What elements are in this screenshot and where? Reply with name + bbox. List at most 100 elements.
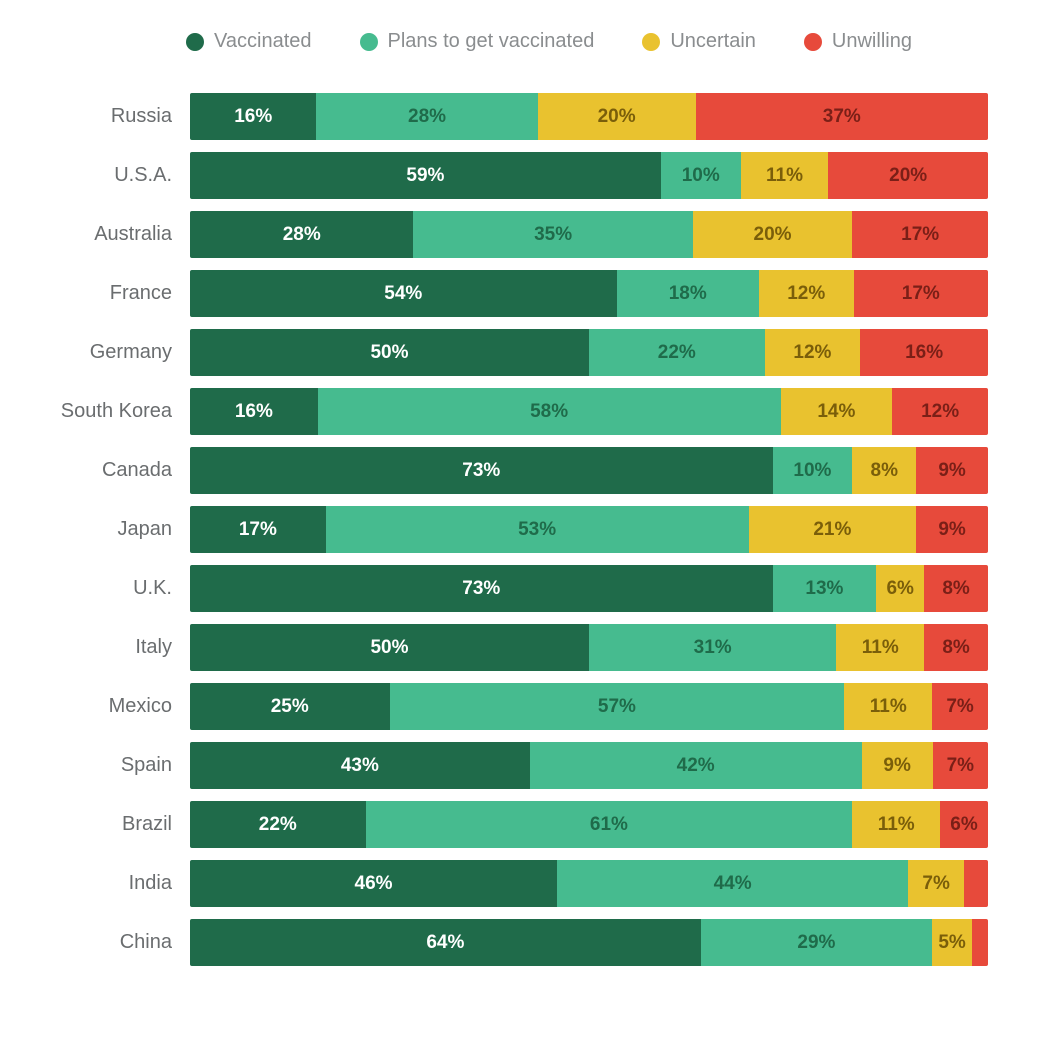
country-label: France — [0, 282, 190, 305]
bar-segment-plans: 57% — [390, 683, 845, 730]
stacked-bar: 73%13%6%8% — [190, 565, 988, 612]
bar-segment-uncertain: 20% — [693, 211, 853, 258]
legend-label: Uncertain — [670, 30, 756, 53]
table-row: Mexico25%57%11%7% — [0, 683, 988, 730]
bar-segment-vaccinated: 59% — [190, 152, 661, 199]
bar-segment-plans: 22% — [589, 329, 765, 376]
table-row: Italy50%31%11%8% — [0, 624, 988, 671]
table-row: U.K.73%13%6%8% — [0, 565, 988, 612]
country-label: Russia — [0, 105, 190, 128]
bar-segment-plans: 42% — [530, 742, 862, 789]
chart-rows: Russia16%28%20%37%U.S.A.59%10%11%20%Aust… — [0, 93, 1048, 966]
bar-segment-unwilling: 37% — [696, 93, 988, 140]
bar-segment-uncertain: 12% — [759, 270, 854, 317]
legend-dot-icon — [360, 33, 378, 51]
bar-segment-unwilling: 20% — [828, 152, 988, 199]
bar-segment-unwilling: 8% — [924, 624, 988, 671]
bar-segment-unwilling: 9% — [916, 506, 988, 553]
bar-segment-vaccinated: 28% — [190, 211, 413, 258]
stacked-bar: 50%31%11%8% — [190, 624, 988, 671]
bar-segment-vaccinated: 16% — [190, 93, 316, 140]
bar-segment-plans: 13% — [773, 565, 877, 612]
bar-segment-uncertain: 14% — [781, 388, 893, 435]
legend-item-plans: Plans to get vaccinated — [360, 30, 595, 53]
stacked-bar: 46%44%7% — [190, 860, 988, 907]
table-row: U.S.A.59%10%11%20% — [0, 152, 988, 199]
bar-segment-uncertain: 7% — [908, 860, 964, 907]
country-label: South Korea — [0, 400, 190, 423]
legend-label: Vaccinated — [214, 30, 311, 53]
country-label: Germany — [0, 341, 190, 364]
bar-segment-vaccinated: 17% — [190, 506, 326, 553]
bar-segment-vaccinated: 73% — [190, 565, 773, 612]
bar-segment-unwilling: 16% — [860, 329, 988, 376]
country-label: U.S.A. — [0, 164, 190, 187]
country-label: Australia — [0, 223, 190, 246]
bar-segment-plans: 53% — [326, 506, 749, 553]
stacked-bar: 28%35%20%17% — [190, 211, 988, 258]
bar-segment-unwilling: 7% — [932, 683, 988, 730]
chart-container: Vaccinated Plans to get vaccinated Uncer… — [0, 0, 1048, 966]
bar-segment-unwilling: 6% — [940, 801, 988, 848]
bar-segment-unwilling: 12% — [892, 388, 988, 435]
bar-segment-unwilling — [964, 860, 988, 907]
country-label: Canada — [0, 459, 190, 482]
legend-item-vaccinated: Vaccinated — [186, 30, 311, 53]
stacked-bar: 54%18%12%17% — [190, 270, 988, 317]
bar-segment-unwilling: 9% — [916, 447, 988, 494]
bar-segment-unwilling — [972, 919, 988, 966]
table-row: South Korea16%58%14%12% — [0, 388, 988, 435]
country-label: Japan — [0, 518, 190, 541]
legend: Vaccinated Plans to get vaccinated Uncer… — [0, 30, 1048, 53]
table-row: Japan17%53%21%9% — [0, 506, 988, 553]
stacked-bar: 64%29%5% — [190, 919, 988, 966]
bar-segment-uncertain: 20% — [538, 93, 696, 140]
bar-segment-plans: 10% — [661, 152, 741, 199]
table-row: Russia16%28%20%37% — [0, 93, 988, 140]
stacked-bar: 17%53%21%9% — [190, 506, 988, 553]
bar-segment-vaccinated: 22% — [190, 801, 366, 848]
stacked-bar: 22%61%11%6% — [190, 801, 988, 848]
bar-segment-vaccinated: 16% — [190, 388, 318, 435]
bar-segment-plans: 18% — [617, 270, 759, 317]
bar-segment-vaccinated: 73% — [190, 447, 773, 494]
legend-label: Plans to get vaccinated — [388, 30, 595, 53]
table-row: Germany50%22%12%16% — [0, 329, 988, 376]
bar-segment-plans: 29% — [701, 919, 932, 966]
stacked-bar: 43%42%9%7% — [190, 742, 988, 789]
bar-segment-vaccinated: 64% — [190, 919, 701, 966]
table-row: China64%29%5% — [0, 919, 988, 966]
table-row: Canada73%10%8%9% — [0, 447, 988, 494]
country-label: Brazil — [0, 813, 190, 836]
stacked-bar: 73%10%8%9% — [190, 447, 988, 494]
bar-segment-uncertain: 11% — [836, 624, 924, 671]
bar-segment-unwilling: 17% — [854, 270, 988, 317]
legend-label: Unwilling — [832, 30, 912, 53]
legend-dot-icon — [804, 33, 822, 51]
table-row: France54%18%12%17% — [0, 270, 988, 317]
country-label: Spain — [0, 754, 190, 777]
bar-segment-uncertain: 11% — [852, 801, 940, 848]
bar-segment-uncertain: 11% — [741, 152, 829, 199]
table-row: Australia28%35%20%17% — [0, 211, 988, 258]
country-label: Mexico — [0, 695, 190, 718]
legend-item-uncertain: Uncertain — [642, 30, 756, 53]
bar-segment-plans: 58% — [318, 388, 781, 435]
bar-segment-uncertain: 8% — [852, 447, 916, 494]
stacked-bar: 16%28%20%37% — [190, 93, 988, 140]
bar-segment-vaccinated: 50% — [190, 624, 589, 671]
legend-item-unwilling: Unwilling — [804, 30, 912, 53]
bar-segment-vaccinated: 50% — [190, 329, 589, 376]
bar-segment-plans: 31% — [589, 624, 836, 671]
country-label: Italy — [0, 636, 190, 659]
country-label: India — [0, 872, 190, 895]
legend-dot-icon — [186, 33, 204, 51]
bar-segment-plans: 61% — [366, 801, 853, 848]
bar-segment-vaccinated: 46% — [190, 860, 557, 907]
bar-segment-vaccinated: 43% — [190, 742, 530, 789]
bar-segment-uncertain: 12% — [765, 329, 861, 376]
country-label: China — [0, 931, 190, 954]
bar-segment-plans: 35% — [413, 211, 692, 258]
bar-segment-unwilling: 17% — [852, 211, 988, 258]
bar-segment-plans: 10% — [773, 447, 853, 494]
